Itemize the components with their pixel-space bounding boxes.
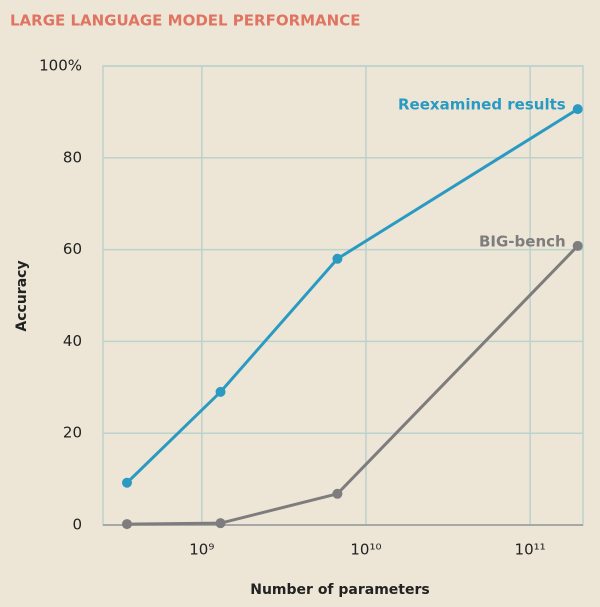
y-axis-label: Accuracy	[14, 260, 30, 331]
series-label: BIG-bench	[479, 232, 566, 250]
chart-title: LARGE LANGUAGE MODEL PERFORMANCE	[10, 12, 360, 30]
y-tick-label: 60	[63, 240, 82, 258]
x-axis-label: Number of parameters	[250, 582, 429, 598]
data-point	[121, 477, 132, 488]
y-tick-label: 80	[63, 148, 82, 166]
y-tick-label: 100%	[39, 57, 82, 75]
y-tick-label: 40	[63, 332, 82, 350]
data-point	[215, 518, 226, 529]
data-point	[572, 104, 583, 115]
data-point	[572, 240, 583, 251]
x-tick-label: 10⁹	[189, 541, 214, 559]
y-tick-label: 0	[72, 516, 82, 534]
series-line	[125, 107, 579, 484]
data-point	[121, 519, 132, 530]
data-point	[332, 488, 343, 499]
series-line	[126, 244, 579, 526]
data-point	[332, 253, 343, 264]
x-tick-label: 10¹¹	[515, 541, 546, 559]
y-tick-label: 20	[63, 424, 82, 442]
x-tick-label: 10¹⁰	[350, 541, 381, 559]
series-label: Reexamined results	[398, 96, 566, 114]
data-point	[215, 386, 226, 397]
